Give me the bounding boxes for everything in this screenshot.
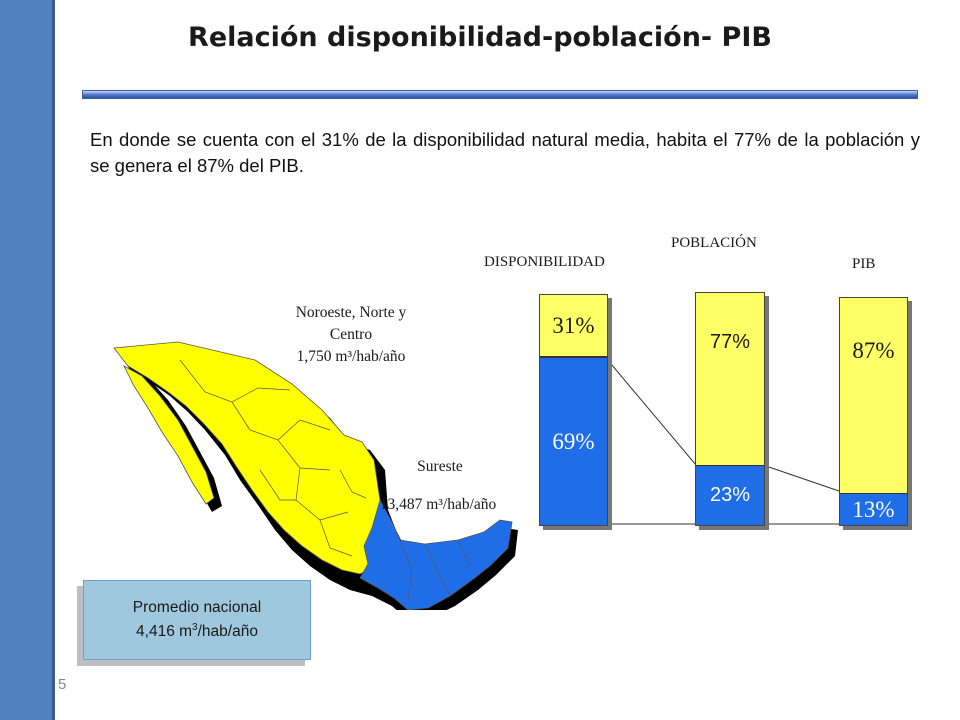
state-borders xyxy=(179,359,367,557)
data-label-bottom: 23% xyxy=(709,484,751,506)
mexico-map xyxy=(113,341,518,610)
bar-segment-bottom: 69% xyxy=(540,356,607,525)
national-average-value: 4,416 m3/hab/año xyxy=(136,618,258,642)
data-label-top: 31% xyxy=(552,312,595,338)
label-region-southeast-value: 13,487 m³/hab/año xyxy=(379,496,497,513)
bar-segment-top: 77% xyxy=(696,293,764,465)
bar-segment-bottom: 13% xyxy=(840,493,907,525)
label-region-southeast-name: Sureste xyxy=(417,458,463,475)
national-average-unit: /hab/año xyxy=(197,623,258,641)
national-average-number: 4,416 m xyxy=(136,623,193,641)
region-north-value: 1,750 m³/hab/año xyxy=(296,348,406,365)
region-north-shape xyxy=(113,341,385,575)
left-accent-bar xyxy=(0,0,55,720)
category-label-pib: PIB xyxy=(852,256,876,272)
bar-disponibilidad: 31% 69% xyxy=(539,294,608,526)
national-average-sup: 3 xyxy=(192,621,198,633)
data-label-bottom: 13% xyxy=(852,496,895,522)
data-label-top: 77% xyxy=(709,331,751,353)
bar-poblacion: 77% 23% xyxy=(695,292,765,526)
region-north-name-2: Centro xyxy=(329,326,373,343)
category-label-poblacion: POBLACIÓN xyxy=(671,235,757,251)
bar-segment-bottom: 23% xyxy=(696,465,764,525)
bar-segment-top: 87% xyxy=(840,298,907,493)
data-label-top: 87% xyxy=(852,338,895,363)
bar-pib: 87% 13% xyxy=(839,297,908,526)
intro-text: En donde se cuenta con el 31% de la disp… xyxy=(90,129,920,176)
national-average-box: Promedio nacional 4,416 m3/hab/año xyxy=(83,580,311,660)
national-average-label: Promedio nacional xyxy=(132,598,262,616)
page-number: 5 xyxy=(58,676,67,693)
connector-pob-pib xyxy=(762,464,840,492)
label-region-north: Noroeste, Norte y Centro 1,750 m³/hab/añ… xyxy=(262,302,440,368)
baja-shape xyxy=(123,365,215,505)
region-north-name-1: Noroeste, Norte y xyxy=(295,304,407,321)
slide-title: Relación disponibilidad-población- PIB xyxy=(188,22,772,53)
region-southeast-shape xyxy=(359,498,513,610)
southeast-borders xyxy=(399,539,471,601)
category-label-disponibilidad: DISPONIBILIDAD xyxy=(484,254,605,270)
bar-segment-top: 31% xyxy=(540,295,607,356)
title-divider xyxy=(82,90,918,99)
data-label-bottom: 69% xyxy=(552,428,595,454)
connector-disp-pob xyxy=(605,357,697,466)
